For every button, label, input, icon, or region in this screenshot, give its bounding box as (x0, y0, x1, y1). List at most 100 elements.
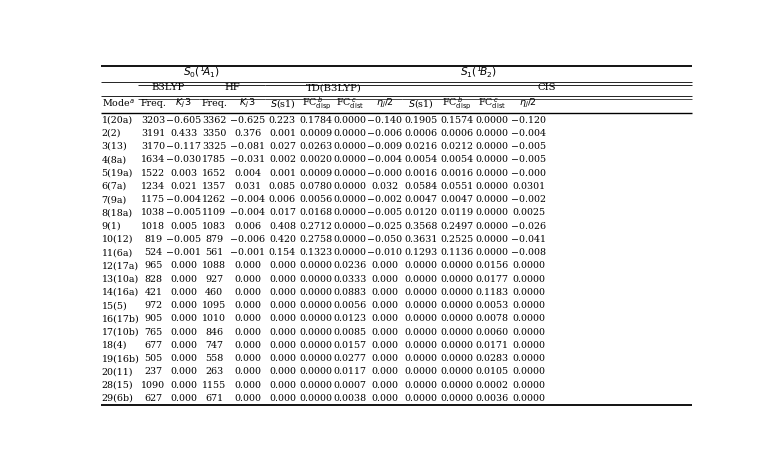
Text: 11(6a): 11(6a) (102, 248, 133, 257)
Text: 0.000: 0.000 (234, 328, 261, 336)
Text: 0.0000: 0.0000 (300, 288, 333, 297)
Text: 0.0000: 0.0000 (440, 328, 474, 336)
Text: 3362: 3362 (202, 116, 226, 124)
Text: 12(17a): 12(17a) (102, 261, 139, 270)
Text: −0.006: −0.006 (230, 235, 265, 244)
Text: 1652: 1652 (202, 168, 226, 178)
Text: 0.0009: 0.0009 (300, 129, 333, 138)
Text: 0.0000: 0.0000 (334, 182, 367, 191)
Text: 0.0054: 0.0054 (404, 155, 437, 164)
Text: 28(15): 28(15) (102, 381, 133, 390)
Text: 0.0105: 0.0105 (476, 367, 509, 376)
Text: 0.0000: 0.0000 (404, 381, 437, 390)
Text: 0.0000: 0.0000 (300, 314, 333, 323)
Text: 0.000: 0.000 (234, 341, 261, 350)
Text: 0.0000: 0.0000 (476, 116, 509, 124)
Text: 0.000: 0.000 (234, 288, 261, 297)
Text: 524: 524 (144, 248, 162, 257)
Text: TD(B3LYP): TD(B3LYP) (306, 83, 362, 92)
Text: 0.000: 0.000 (170, 341, 197, 350)
Text: −0.004: −0.004 (367, 155, 403, 164)
Text: B3LYP: B3LYP (152, 83, 185, 92)
Text: 0.0156: 0.0156 (476, 261, 509, 270)
Text: 0.0263: 0.0263 (300, 142, 333, 151)
Text: 0.0000: 0.0000 (476, 129, 509, 138)
Text: 0.0000: 0.0000 (404, 341, 437, 350)
Text: 1010: 1010 (203, 314, 226, 323)
Text: 0.223: 0.223 (269, 116, 296, 124)
Text: 0.000: 0.000 (269, 261, 296, 270)
Text: −0.004: −0.004 (230, 208, 265, 217)
Text: 0.3568: 0.3568 (404, 222, 437, 230)
Text: −0.002: −0.002 (511, 195, 546, 204)
Text: 1038: 1038 (141, 208, 166, 217)
Text: 10(12): 10(12) (102, 235, 133, 244)
Text: 0.2525: 0.2525 (440, 235, 474, 244)
Text: 0.0000: 0.0000 (440, 314, 474, 323)
Text: −0.001: −0.001 (230, 248, 265, 257)
Text: 0.000: 0.000 (170, 274, 197, 284)
Text: 1785: 1785 (202, 155, 226, 164)
Text: 0.000: 0.000 (170, 381, 197, 390)
Text: 0.0000: 0.0000 (300, 341, 333, 350)
Text: 0.000: 0.000 (269, 314, 296, 323)
Text: 0.1323: 0.1323 (300, 248, 333, 257)
Text: 1(20a): 1(20a) (102, 116, 132, 124)
Text: 0.0000: 0.0000 (476, 142, 509, 151)
Text: 16(17b): 16(17b) (102, 314, 139, 323)
Text: 0.000: 0.000 (371, 381, 398, 390)
Text: 0.0016: 0.0016 (440, 168, 474, 178)
Text: 0.0000: 0.0000 (476, 182, 509, 191)
Text: −0.001: −0.001 (166, 248, 201, 257)
Text: 0.0006: 0.0006 (440, 129, 474, 138)
Text: 0.000: 0.000 (234, 394, 261, 403)
Text: 972: 972 (144, 301, 162, 310)
Text: 0.0000: 0.0000 (300, 354, 333, 363)
Text: 0.0000: 0.0000 (476, 222, 509, 230)
Text: 0.0000: 0.0000 (512, 328, 545, 336)
Text: Freq.: Freq. (201, 99, 227, 108)
Text: 0.0000: 0.0000 (404, 394, 437, 403)
Text: 927: 927 (205, 274, 223, 284)
Text: −0.000: −0.000 (511, 168, 546, 178)
Text: 0.000: 0.000 (371, 394, 398, 403)
Text: 0.000: 0.000 (234, 367, 261, 376)
Text: 0.000: 0.000 (371, 328, 398, 336)
Text: 0.000: 0.000 (269, 341, 296, 350)
Text: −0.120: −0.120 (511, 116, 546, 124)
Text: 0.000: 0.000 (234, 301, 261, 310)
Text: 15(5): 15(5) (102, 301, 127, 310)
Text: 0.000: 0.000 (371, 288, 398, 297)
Text: 0.1905: 0.1905 (404, 116, 437, 124)
Text: −0.010: −0.010 (367, 248, 403, 257)
Text: 0.0000: 0.0000 (334, 222, 367, 230)
Text: 879: 879 (205, 235, 223, 244)
Text: 0.0000: 0.0000 (334, 129, 367, 138)
Text: 0.0053: 0.0053 (476, 301, 509, 310)
Text: 819: 819 (144, 235, 162, 244)
Text: 0.006: 0.006 (269, 195, 296, 204)
Text: 1109: 1109 (202, 208, 226, 217)
Text: $S_1(^1\!B_2)$: $S_1(^1\!B_2)$ (460, 65, 497, 80)
Text: 0.0000: 0.0000 (512, 288, 545, 297)
Text: 0.0020: 0.0020 (300, 155, 333, 164)
Text: −0.005: −0.005 (511, 142, 546, 151)
Text: 0.0000: 0.0000 (512, 314, 545, 323)
Text: −0.030: −0.030 (166, 155, 201, 164)
Text: 0.0085: 0.0085 (333, 328, 367, 336)
Text: 1634: 1634 (141, 155, 166, 164)
Text: 1357: 1357 (202, 182, 226, 191)
Text: 0.0171: 0.0171 (476, 341, 509, 350)
Text: $\eta_j/2$: $\eta_j/2$ (520, 97, 537, 110)
Text: 0.0883: 0.0883 (333, 288, 367, 297)
Text: $S_0(^1\!A_1)$: $S_0(^1\!A_1)$ (183, 65, 220, 80)
Text: −0.605: −0.605 (166, 116, 202, 124)
Text: 0.0000: 0.0000 (440, 301, 474, 310)
Text: 3191: 3191 (141, 129, 166, 138)
Text: 8(18a): 8(18a) (102, 208, 132, 217)
Text: 3325: 3325 (202, 142, 226, 151)
Text: 0.0056: 0.0056 (300, 195, 333, 204)
Text: 0.003: 0.003 (170, 168, 197, 178)
Text: 905: 905 (144, 314, 162, 323)
Text: −0.041: −0.041 (511, 235, 546, 244)
